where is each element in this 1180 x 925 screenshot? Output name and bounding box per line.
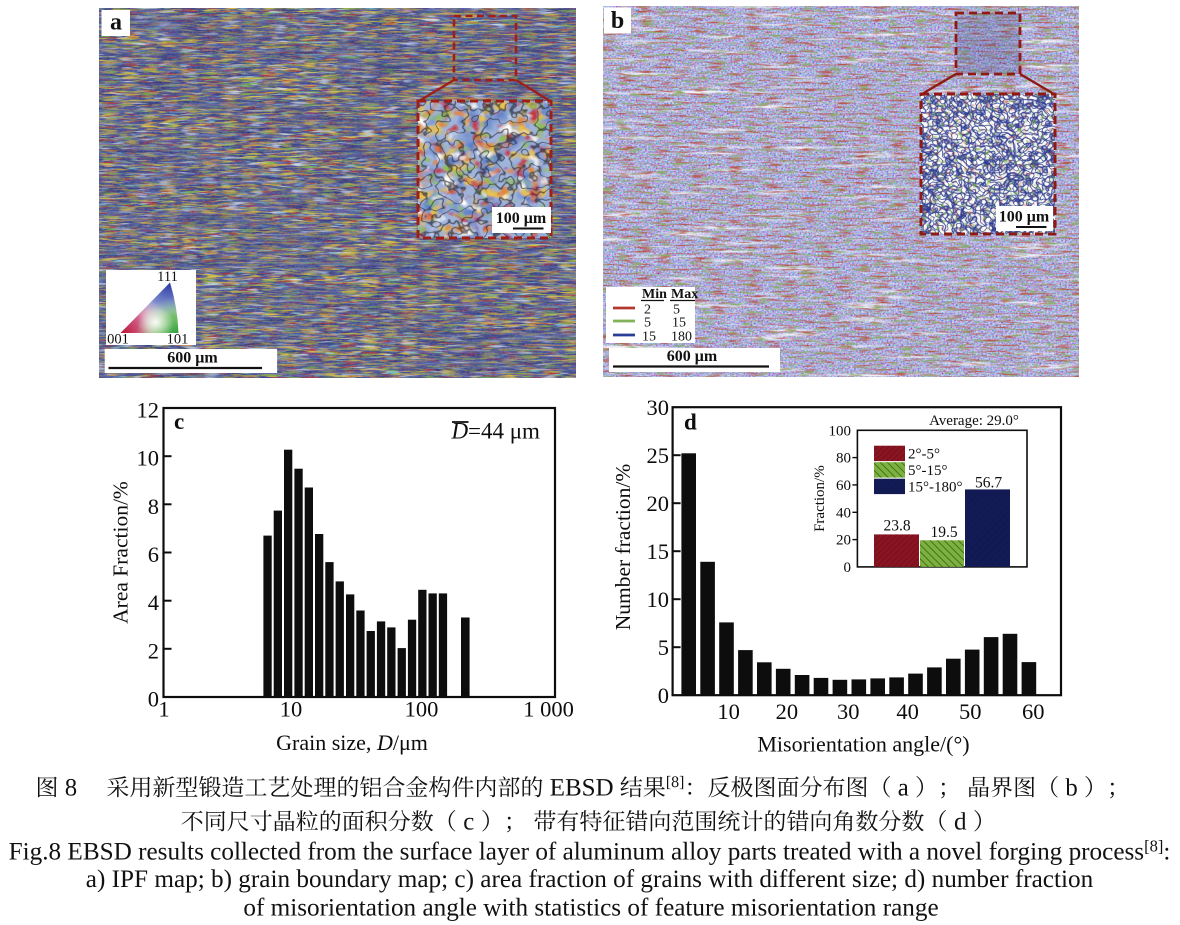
svg-text:111: 111 [157,269,178,285]
svg-text:100 μm: 100 μm [496,210,547,227]
svg-text:5°-15°: 5°-15° [908,463,948,479]
svg-text:0: 0 [844,560,852,576]
svg-text:Fraction/%: Fraction/% [812,465,828,532]
svg-text:Area Fraction/%: Area Fraction/% [109,481,133,624]
svg-text:Max: Max [671,287,698,302]
svg-text:10: 10 [647,587,670,612]
svg-text:0: 0 [148,687,159,712]
svg-text:100: 100 [405,697,439,722]
svg-text:D: D [451,419,469,444]
svg-text:1: 1 [158,697,169,722]
svg-text:Number fraction/%: Number fraction/% [611,464,635,631]
svg-text:56.7: 56.7 [975,475,1002,492]
svg-text:30: 30 [647,395,670,420]
svg-text:Fig.8 EBSD results collected f: Fig.8 EBSD results collected from the su… [9,837,1171,866]
svg-text:8: 8 [148,494,159,519]
svg-text:Average: 29.0°: Average: 29.0° [929,413,1019,429]
svg-text:001: 001 [107,332,129,348]
svg-text:40: 40 [896,699,919,724]
svg-text:15: 15 [647,539,670,564]
svg-text:180: 180 [671,330,692,345]
svg-text:12: 12 [137,398,160,423]
svg-text:Misorientation angle/(°): Misorientation angle/(°) [757,732,969,757]
svg-text:2: 2 [644,303,651,318]
svg-text:6: 6 [148,542,159,567]
svg-text:60: 60 [836,478,851,494]
svg-text:5: 5 [658,635,669,660]
svg-text:20: 20 [647,491,670,516]
svg-text:600 μm: 600 μm [667,348,718,365]
svg-text:19.5: 19.5 [930,524,957,541]
svg-text:80: 80 [836,451,851,467]
svg-text:23.8: 23.8 [883,518,910,535]
svg-text:0: 0 [658,683,669,708]
svg-text:2: 2 [148,638,159,663]
svg-text:of misorientation angle with s: of misorientation angle with statistics … [243,895,938,922]
svg-text:1 000: 1 000 [523,697,574,722]
svg-text:15: 15 [672,316,686,331]
svg-text:4: 4 [148,590,159,615]
svg-text:b: b [611,8,624,34]
svg-text:50: 50 [959,699,982,724]
svg-text:100 μm: 100 μm [999,209,1050,226]
svg-text:10: 10 [717,699,740,724]
svg-text:20: 20 [776,699,799,724]
svg-text:20: 20 [836,533,851,549]
svg-text:101: 101 [167,332,189,348]
svg-text:c: c [174,409,184,434]
svg-text:40: 40 [836,505,851,521]
svg-text:5: 5 [644,316,651,331]
svg-text:5: 5 [673,303,680,318]
svg-text:d: d [684,410,697,435]
svg-text:=44 μm: =44 μm [468,419,540,444]
svg-text:2°-5°: 2°-5° [908,447,940,463]
svg-text:60: 60 [1022,699,1045,724]
svg-text:Grain size, D/μm: Grain size, D/μm [276,730,428,755]
svg-text:a) IPF map; b) grain boundary: a) IPF map; b) grain boundary map; c) ar… [86,866,1094,893]
svg-text:600 μm: 600 μm [167,350,218,367]
svg-text:15°-180°: 15°-180° [908,480,963,496]
svg-text:10: 10 [137,446,160,471]
svg-text:10: 10 [280,697,303,722]
svg-text:15: 15 [642,330,656,345]
svg-text:30: 30 [837,699,860,724]
svg-text:25: 25 [647,443,670,468]
svg-text:100: 100 [829,423,852,439]
svg-text:a: a [110,10,122,36]
svg-text:Min: Min [642,287,667,302]
